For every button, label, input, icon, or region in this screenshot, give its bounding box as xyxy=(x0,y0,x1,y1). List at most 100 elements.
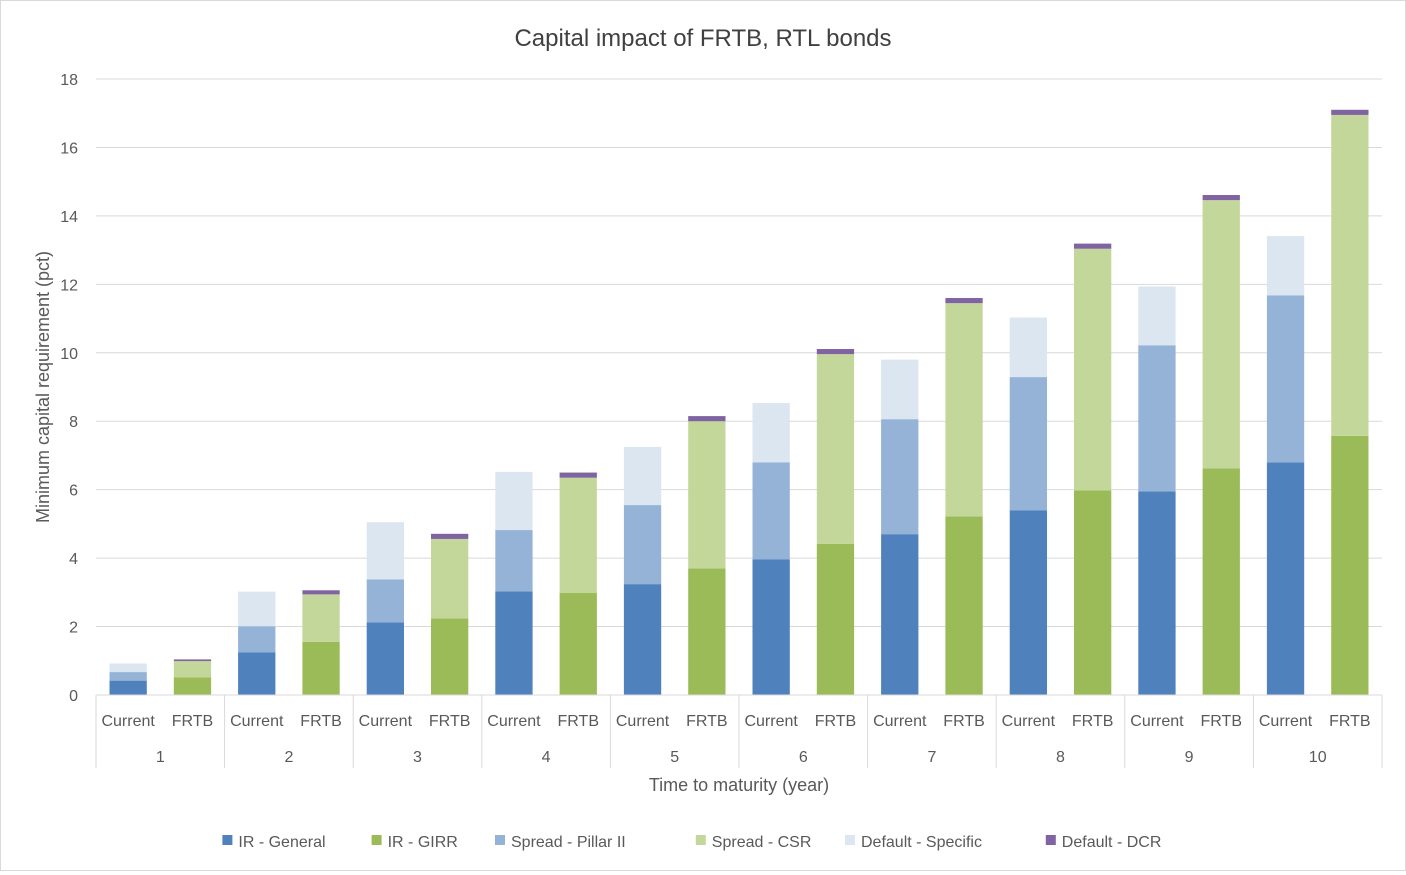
bar-segment xyxy=(1266,295,1305,463)
bars xyxy=(109,109,1369,695)
x-tick-label: Current xyxy=(1259,713,1313,730)
y-tick-label: 18 xyxy=(60,72,78,89)
group-label: 4 xyxy=(542,749,551,766)
bar-segment xyxy=(881,534,919,695)
legend: IR - General IR - GIRR Spread - Pillar II S… xyxy=(222,834,1161,851)
bar-segment xyxy=(623,446,662,506)
x-tick-label: Current xyxy=(744,713,798,730)
bar-segment xyxy=(109,680,147,695)
gridlines xyxy=(96,78,1382,696)
y-tick-label: 4 xyxy=(69,551,78,568)
group-label: 7 xyxy=(927,749,936,766)
legend-swatch xyxy=(495,835,505,845)
group-label: 10 xyxy=(1309,749,1327,766)
y-tick-label: 6 xyxy=(69,483,78,500)
bar-segment xyxy=(752,559,790,695)
y-tick-label: 14 xyxy=(60,209,78,226)
group-label: 6 xyxy=(799,749,808,766)
bar-segment xyxy=(623,505,662,585)
legend-label: IR - General xyxy=(238,834,325,851)
legend-label: Spread - Pillar II xyxy=(511,834,626,851)
group-label: 1 xyxy=(156,749,165,766)
y-tick-label: 10 xyxy=(60,346,78,363)
x-tick-label: FRTB xyxy=(686,713,727,730)
bar-segment xyxy=(495,471,533,531)
bar-segment xyxy=(1138,286,1176,346)
group-label: 3 xyxy=(413,749,422,766)
y-axis-ticks: 0 2 4 6 8 10 12 14 16 18 xyxy=(60,72,78,705)
bar-segment xyxy=(173,661,212,678)
legend-swatch xyxy=(222,835,233,845)
bar-segment xyxy=(366,579,404,623)
bar-segment xyxy=(816,543,855,695)
bar-segment xyxy=(495,591,533,695)
x-tick-label: FRTB xyxy=(1072,713,1113,730)
bar-segment xyxy=(1009,510,1047,695)
bar-segment xyxy=(1074,490,1112,695)
legend-swatch xyxy=(845,835,855,845)
bar-segment xyxy=(366,622,404,695)
bar-segment xyxy=(366,522,404,580)
bar-segment xyxy=(109,672,147,681)
legend-label: Default - Specific xyxy=(861,834,982,851)
group-label: 9 xyxy=(1185,749,1194,766)
bar-segment xyxy=(881,359,919,420)
legend-swatch xyxy=(371,835,382,845)
bar-segment xyxy=(302,590,340,595)
legend-label: IR - GIRR xyxy=(388,834,458,851)
bar-segment xyxy=(173,659,212,662)
bar-segment xyxy=(238,591,276,627)
bar-segment xyxy=(1331,109,1369,115)
x-tick-label: FRTB xyxy=(172,713,213,730)
bar-segment xyxy=(1074,248,1112,491)
bar-segment xyxy=(559,472,597,478)
bar-segment xyxy=(688,416,726,422)
chart-title: Capital impact of FRTB, RTL bonds xyxy=(514,25,891,52)
x-tick-label: FRTB xyxy=(300,713,341,730)
bar-segment xyxy=(1009,377,1047,511)
bar-segment xyxy=(109,663,147,673)
y-tick-label: 2 xyxy=(69,620,78,637)
bar-segment xyxy=(1202,195,1240,201)
group-label: 5 xyxy=(670,749,679,766)
x-tick-label: Current xyxy=(101,713,155,730)
x-tick-label: Current xyxy=(487,713,541,730)
y-tick-label: 12 xyxy=(60,277,78,294)
x-tick-label: Current xyxy=(359,713,413,730)
bar-segment xyxy=(1202,200,1240,469)
x-tick-label: FRTB xyxy=(558,713,599,730)
bar-segment xyxy=(238,652,276,695)
bar-segment xyxy=(431,618,469,695)
x-tick-label: FRTB xyxy=(1201,713,1242,730)
x-tick-label: FRTB xyxy=(429,713,470,730)
bar-segment xyxy=(623,584,662,695)
x-axis: Current FRTB Current FRTB Current FRTB Current… xyxy=(95,694,1383,768)
bar-segment xyxy=(1009,317,1047,378)
legend-swatch xyxy=(1045,835,1056,845)
bar-segment xyxy=(1331,435,1369,695)
y-tick-label: 8 xyxy=(69,414,78,431)
bar-segment xyxy=(302,641,340,695)
bar-segment xyxy=(1138,491,1176,695)
group-label: 2 xyxy=(284,749,293,766)
legend-label: Spread - CSR xyxy=(712,834,812,851)
bar-segment xyxy=(173,677,212,695)
x-tick-label: Current xyxy=(873,713,927,730)
x-tick-label: FRTB xyxy=(815,713,856,730)
x-tick-label: Current xyxy=(1002,713,1056,730)
bar-segment xyxy=(816,349,855,355)
bar-segment xyxy=(688,568,726,695)
x-tick-label: Current xyxy=(1130,713,1184,730)
bar-segment xyxy=(1202,468,1240,695)
bar-segment xyxy=(752,403,790,463)
bar-segment xyxy=(1331,114,1369,436)
group-label: 8 xyxy=(1056,749,1065,766)
bar-segment xyxy=(881,419,919,535)
bar-segment xyxy=(945,298,983,304)
bar-segment xyxy=(559,477,597,594)
bar-segment xyxy=(752,462,790,560)
bar-segment xyxy=(495,530,533,592)
bar-segment xyxy=(1266,236,1305,296)
x-tick-label: Current xyxy=(230,713,284,730)
